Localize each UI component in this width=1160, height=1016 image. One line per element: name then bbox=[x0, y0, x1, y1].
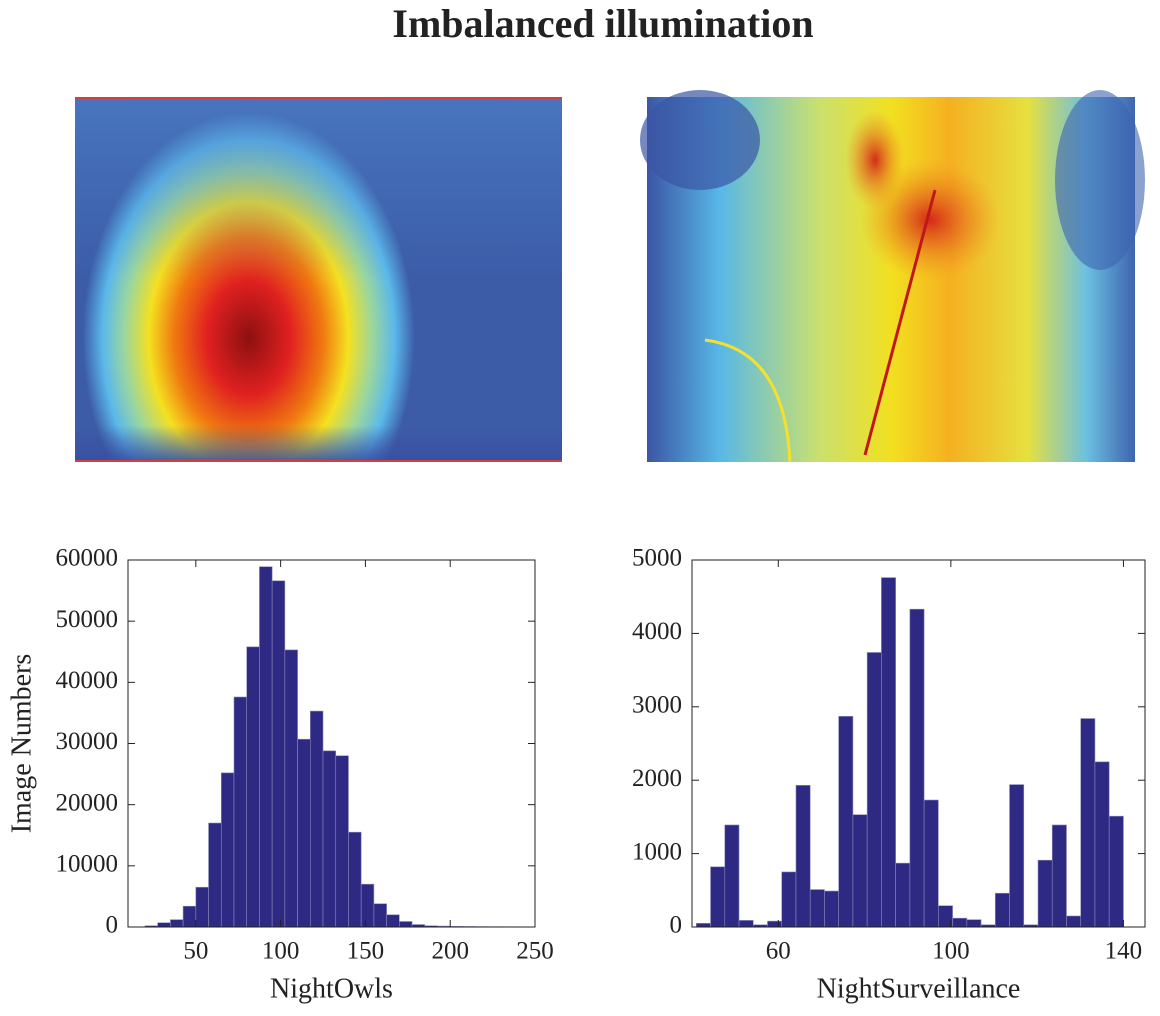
y-tick-label: 0 bbox=[106, 912, 119, 939]
x-tick-label: 60 bbox=[766, 938, 791, 965]
y-tick-label: 10000 bbox=[56, 851, 119, 878]
bar bbox=[182, 905, 197, 928]
bar bbox=[246, 646, 260, 928]
bar bbox=[767, 920, 783, 928]
bar bbox=[360, 883, 375, 928]
bar bbox=[724, 824, 740, 928]
bar bbox=[373, 903, 387, 928]
bar bbox=[809, 889, 825, 928]
bar bbox=[952, 917, 968, 928]
bar bbox=[923, 799, 939, 928]
plot-frame bbox=[691, 559, 1146, 928]
x-tick-label: 200 bbox=[431, 938, 469, 965]
y-tick-label: 0 bbox=[670, 912, 683, 939]
y-tick-label: 5000 bbox=[632, 545, 682, 572]
x-tick-label: 50 bbox=[183, 938, 208, 965]
bar bbox=[909, 608, 925, 928]
bar bbox=[838, 716, 854, 928]
bar bbox=[348, 831, 362, 928]
y-tick-label: 40000 bbox=[56, 667, 119, 694]
bar bbox=[1037, 859, 1053, 928]
y-axis-label: Image Numbers bbox=[6, 654, 37, 834]
figure-title: Imbalanced illumination bbox=[392, 1, 813, 46]
bar bbox=[710, 866, 726, 928]
x-tick-label: 140 bbox=[1105, 938, 1143, 965]
y-tick-label: 20000 bbox=[56, 789, 119, 816]
bar bbox=[170, 919, 184, 928]
bar bbox=[157, 922, 171, 928]
bar bbox=[881, 577, 896, 928]
bar bbox=[1108, 815, 1124, 928]
bar bbox=[335, 755, 349, 928]
bar bbox=[966, 919, 982, 928]
heatmap-nightowls bbox=[75, 97, 562, 462]
x-tick-label: 100 bbox=[932, 938, 970, 965]
bar bbox=[1051, 824, 1067, 928]
bar bbox=[310, 710, 324, 928]
bar bbox=[895, 862, 911, 928]
bar bbox=[1080, 718, 1096, 928]
y-tick-label: 3000 bbox=[632, 692, 682, 719]
x-axis-label: NightSurveillance bbox=[817, 973, 1021, 1004]
bar bbox=[271, 580, 286, 928]
bar bbox=[195, 886, 209, 928]
bar bbox=[259, 566, 273, 928]
heatmap-nightsurveillance bbox=[640, 90, 1145, 463]
bar bbox=[220, 772, 235, 928]
bar bbox=[1066, 915, 1082, 928]
y-tick-label: 1000 bbox=[632, 838, 682, 865]
y-tick-label: 60000 bbox=[56, 545, 119, 572]
bar bbox=[233, 696, 248, 928]
y-tick-label: 50000 bbox=[56, 606, 119, 633]
bar bbox=[1094, 761, 1110, 928]
bar bbox=[297, 738, 311, 928]
y-tick-label: 4000 bbox=[632, 618, 682, 645]
bar bbox=[386, 914, 400, 928]
bar bbox=[781, 871, 797, 928]
bar bbox=[852, 814, 868, 928]
bar bbox=[795, 785, 811, 928]
x-tick-label: 250 bbox=[516, 938, 554, 965]
bar bbox=[696, 923, 711, 928]
bar bbox=[994, 892, 1010, 928]
y-tick-label: 30000 bbox=[56, 728, 119, 755]
bar bbox=[1009, 784, 1025, 928]
bar bbox=[284, 649, 298, 928]
bar bbox=[399, 921, 413, 928]
bar bbox=[824, 890, 839, 928]
x-axis-label: NightOwls bbox=[270, 973, 393, 1004]
bar bbox=[208, 822, 222, 928]
x-tick-label: 150 bbox=[347, 938, 385, 965]
bar bbox=[322, 750, 337, 928]
bar bbox=[738, 920, 754, 928]
x-tick-label: 100 bbox=[262, 938, 300, 965]
y-tick-label: 2000 bbox=[632, 765, 682, 792]
bar bbox=[866, 652, 882, 928]
